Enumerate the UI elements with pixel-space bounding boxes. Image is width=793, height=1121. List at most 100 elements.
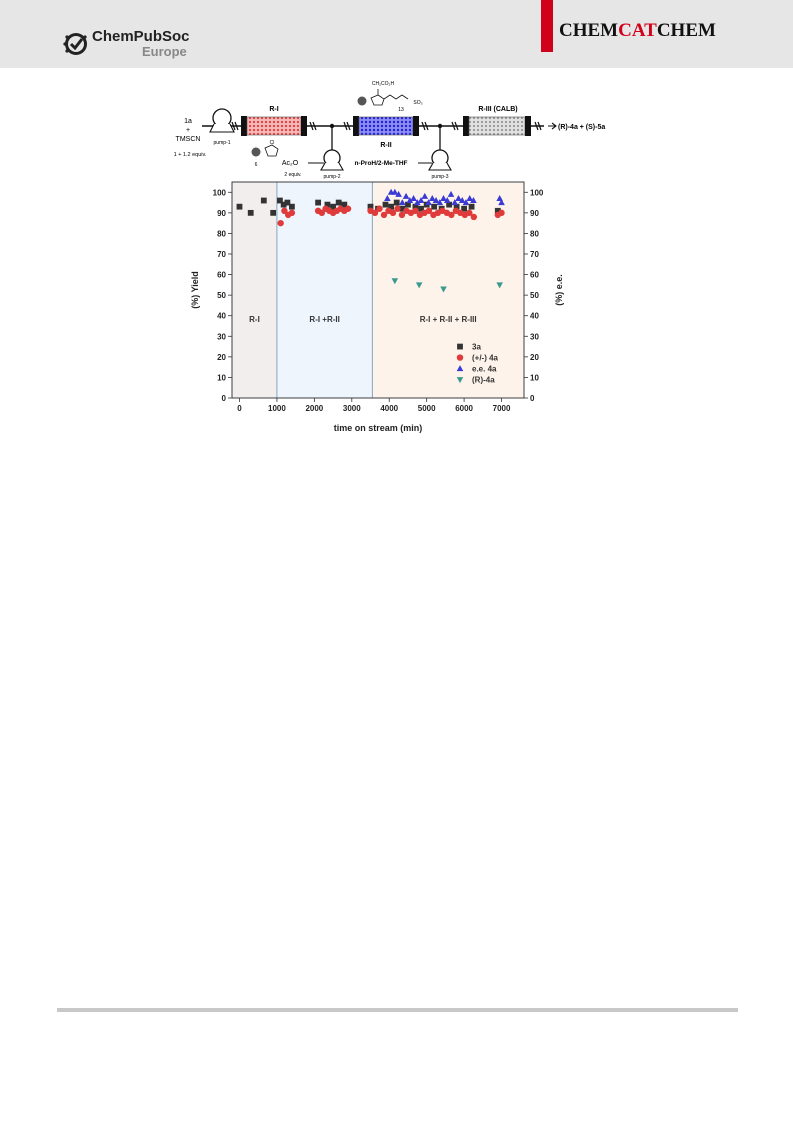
region-label-1: R-I — [249, 315, 260, 324]
catalyst-6-counterion: Cl — [270, 140, 275, 146]
y-tick-label-left: 80 — [217, 229, 226, 238]
y-tick-label-right: 90 — [530, 209, 539, 218]
publisher-region: Europe — [142, 44, 187, 59]
y-tick-label-left: 60 — [217, 271, 226, 280]
data-point — [330, 203, 336, 210]
data-point — [277, 197, 283, 204]
y-tick-label-right: 50 — [530, 291, 539, 300]
data-point — [388, 203, 395, 210]
y-tick-label-left: 100 — [213, 188, 227, 197]
data-point — [447, 190, 455, 197]
data-point — [425, 207, 433, 214]
data-point — [394, 205, 401, 212]
data-point — [496, 194, 503, 201]
y-tick-label-left: 70 — [217, 250, 226, 259]
journal-accent-bar — [541, 0, 553, 52]
flow-scheme: 1a + TMSCN 1 + 1.2 equiv. pump-1 R-I Cl … — [174, 81, 606, 180]
data-point — [436, 199, 444, 206]
data-point — [466, 194, 474, 201]
y-tick-label-right: 30 — [530, 332, 539, 341]
reactor-r1-label: R-I — [269, 106, 278, 113]
data-point — [412, 203, 419, 210]
data-point — [315, 199, 322, 206]
region-1 — [231, 181, 278, 399]
data-point — [453, 203, 460, 210]
y-tick-label-left: 40 — [217, 312, 226, 321]
reactor-r3-cap-right — [525, 116, 531, 136]
data-point — [288, 209, 296, 217]
catalyst-13-group: CH₂CO₂H — [372, 81, 395, 87]
x-tick-label: 4000 — [380, 404, 398, 413]
legend-marker-4 — [456, 377, 464, 384]
chart-legend: 3a (+/-) 4a e.e. 4a (R)-4a — [456, 343, 499, 385]
catalyst-13-number: 13 — [398, 107, 404, 113]
y-tick-label-right: 100 — [530, 188, 544, 197]
connector-5 — [451, 121, 459, 131]
data-point — [466, 209, 473, 217]
data-point — [288, 203, 295, 210]
x-tick-label: 2000 — [305, 404, 323, 413]
data-point — [446, 201, 453, 208]
journal-title-part-2: CAT — [618, 20, 657, 41]
data-point — [410, 194, 417, 201]
data-point — [414, 199, 421, 206]
data-point — [247, 209, 254, 216]
data-point — [428, 194, 436, 201]
plot-frame — [231, 181, 525, 399]
reactor-r3-cap-left — [463, 116, 469, 136]
data-point — [405, 201, 411, 208]
y-tick-label-right: 10 — [530, 373, 539, 382]
data-point — [496, 282, 503, 289]
data-point — [344, 205, 352, 212]
pump-1-label: pump-1 — [214, 140, 231, 146]
chart-marks — [236, 188, 505, 293]
product-arrow — [548, 122, 557, 130]
data-point — [425, 199, 432, 206]
chart-axes: 0 0 10 10 20 20 30 30 40 40 50 50 60 60 70 70 80 80 90 90 10… — [190, 181, 564, 433]
pump-2 — [320, 149, 344, 171]
data-point — [277, 219, 284, 227]
data-point — [418, 205, 424, 212]
data-point — [494, 207, 501, 214]
reactor-r1-cap-right — [301, 116, 307, 136]
connector-4 — [421, 121, 429, 131]
legend-label-4: (R)-4a — [472, 376, 495, 385]
data-point — [470, 213, 478, 221]
data-point — [236, 203, 243, 210]
connector-3 — [343, 121, 351, 131]
data-point — [498, 209, 505, 217]
y-tick-label-right: 0 — [530, 394, 535, 403]
region-label-3: R-I + R-II + R-III — [420, 315, 477, 324]
connector-2 — [309, 121, 317, 131]
chart-regions: R-I R-I +R-II R-I + R-II + R-III — [231, 181, 525, 399]
series-3 — [384, 188, 505, 206]
data-point — [440, 194, 447, 201]
journal-title: CHEMCATCHEM — [559, 20, 716, 42]
y-tick-label-right: 70 — [530, 250, 539, 259]
data-point — [376, 205, 383, 212]
data-point — [458, 197, 466, 204]
y-axis-label: (%) Yield — [190, 271, 200, 309]
catalyst-13-structure — [357, 89, 409, 106]
data-point — [443, 197, 451, 204]
y-tick-label-right: 80 — [530, 229, 539, 238]
connector-1 — [231, 121, 239, 131]
pump-2-label: pump-2 — [324, 174, 341, 180]
x-tick-label: 1000 — [268, 404, 286, 413]
y-tick-label-right: 60 — [530, 271, 539, 280]
x-axis-label: time on stream (min) — [334, 423, 423, 433]
reactor-r1-cap-left — [241, 116, 247, 136]
reactor-r2-label: R-II — [380, 142, 391, 149]
data-point — [260, 197, 267, 204]
y2-axis-label: (%) e.e. — [554, 274, 564, 306]
y-tick-label-left: 20 — [217, 353, 226, 362]
page-header: ChemPubSoc Europe CHEMCATCHEM — [0, 0, 793, 68]
yield-ee-chart: R-I R-I +R-II R-I + R-II + R-III 0 0 10 10 20 2… — [190, 181, 564, 433]
legend-label-1: 3a — [472, 343, 481, 352]
x-tick-label: 7000 — [493, 404, 511, 413]
data-point — [324, 201, 331, 208]
feed-reagent: TMSCN — [176, 136, 201, 143]
product-label: (R)-4a + (S)-5a — [558, 124, 605, 131]
data-point — [406, 197, 414, 204]
reactor-r1 — [246, 116, 302, 136]
